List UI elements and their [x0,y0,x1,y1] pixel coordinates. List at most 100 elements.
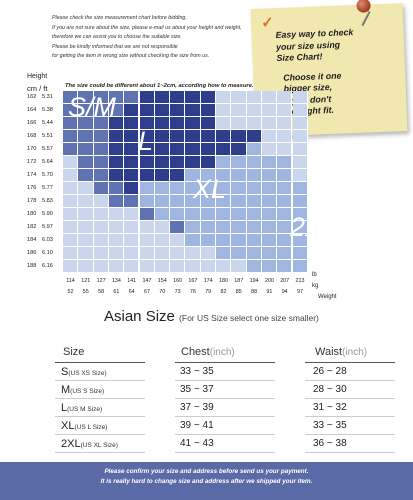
heatmap-cell [93,234,109,247]
heatmap-cell [231,169,247,182]
weight-kg-label: 91 [266,289,273,295]
heatmap-cell [124,247,140,260]
heatmap-cell [246,247,262,260]
zone-label-2xl: 2XL [290,212,339,242]
footer-banner: Please confirm your size and address bef… [0,462,413,500]
heatmap-cell [261,182,278,195]
heatmap-cell [93,221,109,234]
heatmap-cell [200,130,216,143]
heatmap-cell [170,104,186,117]
heatmap-cell [63,117,79,130]
heatmap-cell [185,169,201,182]
heatmap-cell [170,182,186,195]
heatmap-cell [139,117,155,130]
heatmap-cell [93,91,109,104]
heatmap-cell [246,182,262,195]
us-size: (US XL Size) [80,442,118,449]
heatmap-cell [277,91,293,104]
heatmap-cell [277,130,293,143]
height-cm-label: 186 [27,250,37,256]
height-ft-label: 5.70 [42,172,53,178]
heatmap-cell [277,260,293,273]
heatmap-cell [216,221,232,234]
heatmap-cell [216,130,232,143]
size-cell: M(US S Size) [61,384,104,396]
weight-kg-label: 82 [220,289,227,295]
heatmap-cell [200,143,216,156]
heatmap-cell [154,195,171,208]
heatmap-cell [63,169,79,182]
weight-kg-label: 55 [82,289,89,295]
footer-line: It is really hard to change size and add… [100,478,313,485]
heatmap-cell [216,143,232,156]
heatmap-cell [231,130,247,143]
header-divider [55,362,145,363]
heatmap-cell [108,234,125,247]
heatmap-cell [292,117,308,130]
weight-lb-label: 147 [142,278,152,284]
heatmap-cell [231,143,247,156]
row-divider [305,434,395,435]
weight-label: Weight [318,294,337,300]
height-cm-label: 172 [27,159,37,165]
heatmap-cell [261,208,278,221]
heatmap-cell [78,104,94,117]
asian-size-subtitle: (For US Size select one size smaller) [179,313,319,323]
heatmap-cell [63,221,79,234]
row-divider [55,380,145,381]
heatmap-cell [277,169,293,182]
heatmap-cell [78,156,94,169]
heatmap-cell [93,260,109,273]
height-ft-label: 5.38 [42,107,53,113]
heatmap-cell [63,156,79,169]
weight-lb-label: 200 [264,278,274,284]
heatmap-cell [185,247,201,260]
heatmap-cell [261,169,278,182]
heatmap-cell [200,104,216,117]
heatmap-cell [261,195,278,208]
weight-lb-label: 141 [127,278,137,284]
heatmap-cell [154,169,171,182]
heatmap-cell [139,195,155,208]
weight-lb-label: 207 [280,278,290,284]
heatmap-cell [246,117,262,130]
heatmap-cell [185,156,201,169]
row-divider [175,416,275,417]
height-cm-label: 164 [27,107,37,113]
heatmap-cell [246,208,262,221]
zone-label-sm: S/M [68,92,117,122]
weight-lb-label: 180 [219,278,228,284]
heatmap-cell [277,143,293,156]
heatmap-cell [277,195,293,208]
height-cm-label: 182 [27,224,37,230]
heatmap-cell [292,169,308,182]
heatmap-cell [231,91,247,104]
table-row: S(US XS Size) 33 ~ 35 26 ~ 28 [55,364,395,380]
heatmap-cell [170,208,186,221]
heatmap-cell [277,182,293,195]
heatmap-cell [185,182,201,195]
heatmap-cell [124,143,140,156]
table-row: M(US S Size) 35 ~ 37 28 ~ 30 [55,382,395,398]
heatmap-cell [154,130,171,143]
heatmap-cell [154,117,171,130]
heatmap-cell [124,208,140,221]
weight-lb-label: 213 [295,278,305,284]
heatmap-cell [170,169,186,182]
heatmap-cell [139,260,155,273]
heatmap-cell [292,130,308,143]
heatmap-cell [246,260,262,273]
row-divider [55,398,145,399]
height-ft-label: 5.77 [42,185,53,191]
heatmap-cell [216,182,232,195]
heatmap-cell [78,130,94,143]
waist-cell: 33 ~ 35 [313,420,347,431]
heatmap-cell [216,234,232,247]
row-divider [55,452,145,453]
weight-kg-label: 88 [251,289,258,295]
heatmap-cell [78,234,94,247]
heatmap-cell [63,195,79,208]
heatmap-cell [63,143,79,156]
heatmap-cell [78,247,94,260]
heatmap-cell [185,91,201,104]
